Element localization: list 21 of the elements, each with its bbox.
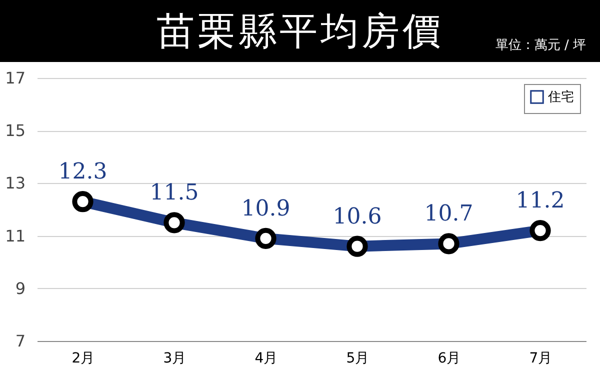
x-tick-label: 2月 xyxy=(72,350,95,366)
data-label: 11.5 xyxy=(150,180,199,206)
x-tick-label: 3月 xyxy=(163,350,186,366)
legend-label: 住宅 xyxy=(547,89,574,105)
x-tick-label: 4月 xyxy=(254,350,278,366)
y-tick-label: 9 xyxy=(15,278,26,298)
data-label: 10.9 xyxy=(241,196,290,222)
y-tick-label: 17 xyxy=(5,68,26,88)
y-tick-label: 7 xyxy=(15,332,26,350)
chart-title: 苗栗縣平均房價 xyxy=(156,9,444,53)
data-label: 10.7 xyxy=(424,202,474,227)
data-label: 10.6 xyxy=(332,204,382,230)
y-tick-label: 13 xyxy=(5,174,26,193)
data-label: 12.3 xyxy=(58,160,108,185)
chart-subtitle: 單位：萬元 / 坪 xyxy=(495,37,586,54)
y-tick-label: 11 xyxy=(5,226,26,246)
x-tick-label: 5月 xyxy=(346,350,370,366)
y-tick-label: 15 xyxy=(5,121,26,140)
x-tick-label: 7月 xyxy=(529,350,552,366)
x-tick-label: 6月 xyxy=(438,350,461,366)
data-label: 11.2 xyxy=(516,188,565,214)
